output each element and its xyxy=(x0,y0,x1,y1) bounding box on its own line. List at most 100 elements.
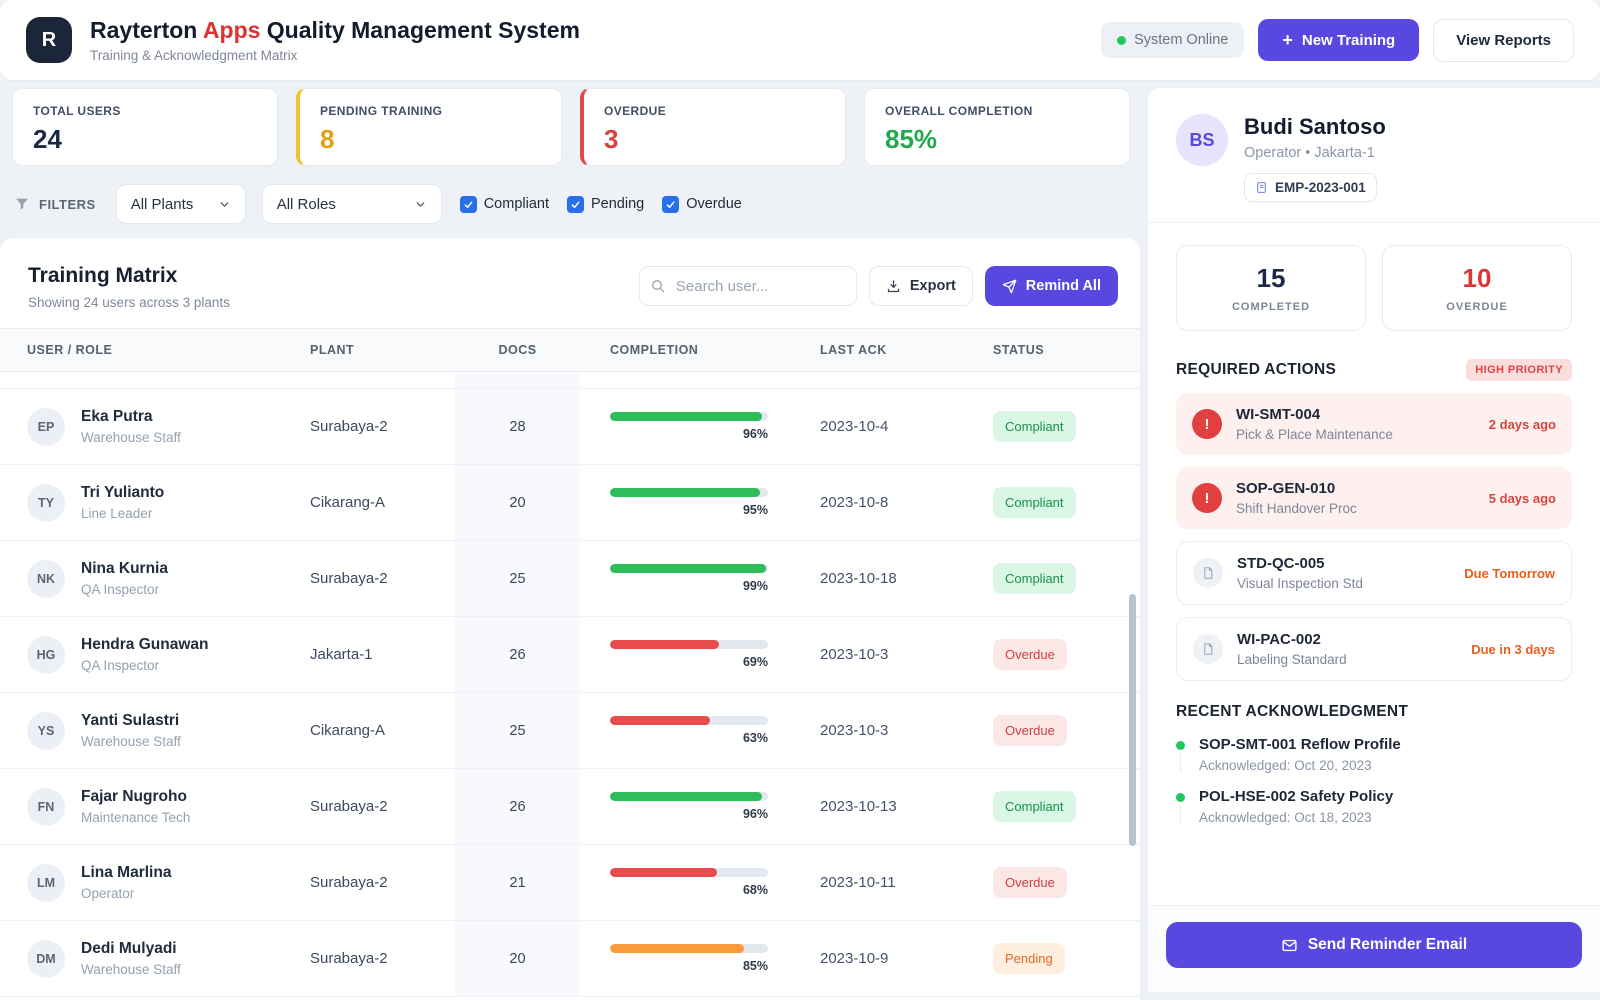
user-name: Lina Marlina xyxy=(81,864,172,881)
paper-plane-icon xyxy=(1002,279,1017,293)
envelope-icon xyxy=(1282,939,1297,951)
completion-cell: 85% xyxy=(580,944,820,973)
plant-filter-select[interactable]: All Plants xyxy=(115,184,246,224)
user-role: Warehouse Staff xyxy=(81,962,181,977)
required-action-item[interactable]: ! WI-PAC-002 Labeling Standard Due in 3 … xyxy=(1176,617,1572,681)
progress-fill xyxy=(610,716,710,725)
view-reports-button[interactable]: View Reports xyxy=(1433,18,1574,62)
profile-section: BS Budi Santoso Operator • Jakarta-1 EMP… xyxy=(1148,88,1600,223)
table-scrollbar[interactable] xyxy=(1129,594,1136,846)
checkbox-pending[interactable]: Pending xyxy=(566,195,644,213)
plant-cell: Cikarang-A xyxy=(310,722,386,739)
stat-value: 85% xyxy=(885,124,938,154)
column-header-lastack[interactable]: LAST ACK xyxy=(820,343,887,357)
completed-value: 15 xyxy=(1256,263,1286,293)
stat-card-total-users: TOTAL USERS 24 xyxy=(12,88,278,166)
completion-cell: 69% xyxy=(580,640,820,669)
checkbox-compliant[interactable]: Compliant xyxy=(459,195,549,213)
action-icon: ! xyxy=(1193,634,1223,664)
user-name: Nina Kurnia xyxy=(81,560,168,577)
user-role: Line Leader xyxy=(81,506,153,521)
title-brand: Rayterton xyxy=(90,17,198,43)
docs-cell: 25 xyxy=(455,693,580,768)
action-code: SOP-GEN-010 xyxy=(1236,480,1336,497)
stat-label: OVERDUE xyxy=(604,104,667,118)
checkbox-label: Compliant xyxy=(483,196,549,212)
stat-label: OVERALL COMPLETION xyxy=(885,104,1033,118)
table-header: USER / ROLE PLANT DOCS COMPLETION LAST A… xyxy=(0,328,1140,372)
table-row[interactable]: FN Fajar Nugroho Maintenance Tech Suraba… xyxy=(0,769,1140,845)
employee-id-text: EMP-2023-001 xyxy=(1275,180,1366,195)
table-row[interactable]: DM Dedi Mulyadi Warehouse Staff Surabaya… xyxy=(0,921,1140,997)
plant-cell: Surabaya-2 xyxy=(310,798,388,815)
send-reminder-button[interactable]: Send Reminder Email xyxy=(1166,922,1582,968)
plant-cell: Surabaya-2 xyxy=(310,950,388,967)
required-action-item[interactable]: ! STD-QC-005 Visual Inspection Std Due T… xyxy=(1176,541,1572,605)
stat-label: TOTAL USERS xyxy=(33,104,121,118)
user-role: QA Inspector xyxy=(81,582,160,597)
remind-all-button[interactable]: Remind All xyxy=(984,266,1118,306)
online-dot-icon xyxy=(1117,35,1127,45)
id-card-icon xyxy=(1257,182,1266,193)
avatar: EP xyxy=(27,407,65,446)
required-action-item[interactable]: ! SOP-GEN-010 Shift Handover Proc 5 days… xyxy=(1176,467,1572,529)
avatar: YS xyxy=(27,711,65,750)
table-row[interactable]: TY Tri Yulianto Line Leader Cikarang-A 2… xyxy=(0,465,1140,541)
column-header-completion[interactable]: COMPLETION xyxy=(610,343,699,357)
last-ack-cell: 2023-10-18 xyxy=(820,570,897,587)
required-action-item[interactable]: ! WI-SMT-004 Pick & Place Maintenance 2 … xyxy=(1176,393,1572,455)
completion-cell: 68% xyxy=(580,868,820,897)
column-header-user[interactable]: USER / ROLE xyxy=(27,343,113,357)
chevron-down-icon xyxy=(416,201,425,207)
completion-percent: 95% xyxy=(742,503,768,517)
new-training-button[interactable]: + New Training xyxy=(1258,19,1420,61)
status-checkboxes: Compliant Pending Overdue xyxy=(459,195,742,213)
action-due-label: Due in 3 days xyxy=(1471,641,1555,657)
last-ack-cell: 2023-10-4 xyxy=(820,418,889,435)
training-matrix-card: Training Matrix Showing 24 users across … xyxy=(0,238,1140,1000)
stat-card-pending-training: PENDING TRAINING 8 xyxy=(296,88,562,166)
table-row[interactable]: LM Lina Marlina Operator Surabaya-2 21 6… xyxy=(0,845,1140,921)
search-input[interactable] xyxy=(638,266,857,306)
completion-percent: 63% xyxy=(742,731,768,745)
table-row[interactable]: YS Yanti Sulastri Warehouse Staff Cikara… xyxy=(0,693,1140,769)
status-badge: Compliant xyxy=(993,487,1076,518)
progress-track xyxy=(610,716,768,725)
document-icon xyxy=(1204,643,1213,655)
completion-percent: 99% xyxy=(742,579,768,593)
completed-stat-card: 15 COMPLETED xyxy=(1176,245,1366,331)
plant-cell: Jakarta-1 xyxy=(310,646,373,663)
user-role: Warehouse Staff xyxy=(81,430,181,445)
action-code: WI-SMT-004 xyxy=(1236,406,1321,423)
plant-cell: Surabaya-2 xyxy=(310,874,388,891)
avatar: LM xyxy=(27,863,65,902)
progress-fill xyxy=(610,792,762,801)
user-name: Fajar Nugroho xyxy=(81,788,187,805)
ack-date: Acknowledged: Oct 18, 2023 xyxy=(1199,810,1372,825)
table-row[interactable]: HG Hendra Gunawan QA Inspector Jakarta-1… xyxy=(0,617,1140,693)
completion-cell: 96% xyxy=(580,792,820,821)
acknowledgment-item: POL-HSE-002 Safety Policy Acknowledged: … xyxy=(1176,788,1572,825)
timeline-line xyxy=(1180,754,1181,773)
last-ack-cell: 2023-10-8 xyxy=(820,494,889,511)
title-accent: Apps xyxy=(202,17,261,43)
column-header-plant[interactable]: PLANT xyxy=(310,343,355,357)
ack-title: SOP-SMT-001 Reflow Profile xyxy=(1199,736,1401,753)
export-button[interactable]: Export xyxy=(868,266,973,306)
completion-cell: 63% xyxy=(580,716,820,745)
completion-cell: 96% xyxy=(580,412,820,441)
page-title: Rayterton Apps Quality Management System xyxy=(90,17,1101,44)
recent-acknowledgment-title: RECENT ACKNOWLEDGMENT xyxy=(1176,703,1409,720)
checkbox-overdue[interactable]: Overdue xyxy=(662,195,742,213)
filters-label-text: FILTERS xyxy=(39,196,96,212)
avatar: TY xyxy=(27,483,65,522)
column-header-docs[interactable]: DOCS xyxy=(498,343,537,357)
download-icon xyxy=(887,279,899,292)
table-row[interactable]: EP Eka Putra Warehouse Staff Surabaya-2 … xyxy=(0,389,1140,465)
role-filter-select[interactable]: All Roles xyxy=(261,184,442,224)
column-header-status[interactable]: STATUS xyxy=(993,343,1045,357)
title-rest: Quality Management System xyxy=(266,17,580,43)
plus-icon: + xyxy=(1282,30,1293,50)
progress-track xyxy=(610,944,768,953)
table-row[interactable]: NK Nina Kurnia QA Inspector Surabaya-2 2… xyxy=(0,541,1140,617)
